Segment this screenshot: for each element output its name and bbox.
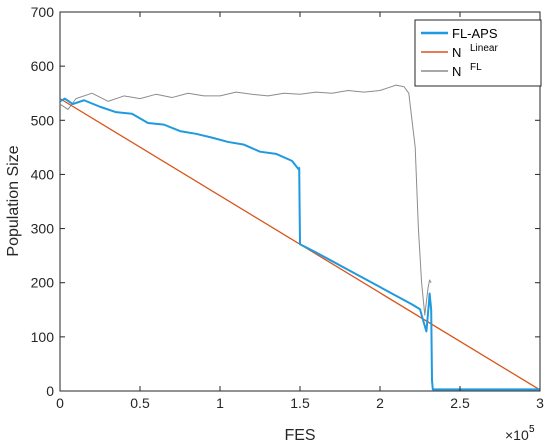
legend: FL-APS N Linear N FL (414, 19, 542, 87)
y-tick-label: 700 (31, 4, 55, 20)
legend-label: FL-APS (452, 26, 498, 41)
series-line-fl-aps (59, 97, 540, 391)
x-tick-label: 1 (216, 395, 224, 411)
legend-entry-fl-aps: FL-APS (421, 26, 498, 41)
legend-box (414, 19, 542, 87)
legend-entries: FL-APS N Linear N FL (421, 26, 498, 79)
x-tick-label: 0 (56, 395, 64, 411)
y-tick-label: 300 (31, 221, 55, 237)
x-tick-label: 0.5 (130, 395, 150, 411)
series-layer (59, 84, 541, 391)
x-tick-label: 3 (536, 395, 544, 411)
y-tick-label: 100 (31, 329, 55, 345)
x-tick-label: 2.5 (450, 395, 470, 411)
series-line-n-fl (59, 84, 432, 316)
x-tick-label: 2 (376, 395, 384, 411)
y-tick-label: 200 (31, 275, 55, 291)
x-axis-ticks: 0 0.5 1 1.5 2 2.5 3 (56, 12, 544, 411)
y-tick-label: 600 (31, 58, 55, 74)
x-axis-multiplier: ×10 5 (505, 424, 535, 443)
x-axis-label: FES (284, 427, 315, 444)
legend-label: N (452, 64, 461, 79)
legend-entry-n-fl: N FL (421, 62, 482, 79)
legend-label: N (452, 45, 461, 60)
y-axis-ticks: 0 100 200 300 400 500 600 700 (31, 4, 540, 399)
x-multiplier-exponent: 5 (529, 424, 535, 435)
x-tick-label: 1.5 (290, 395, 310, 411)
y-axis-label: Population Size (5, 145, 22, 256)
y-tick-label: 400 (31, 166, 55, 182)
y-tick-label: 0 (46, 383, 54, 399)
legend-label-superscript: Linear (470, 43, 498, 54)
y-tick-label: 500 (31, 112, 55, 128)
legend-entry-n-linear: N Linear (421, 43, 498, 60)
x-multiplier-base: ×10 (505, 427, 529, 443)
legend-label-superscript: FL (470, 62, 482, 73)
